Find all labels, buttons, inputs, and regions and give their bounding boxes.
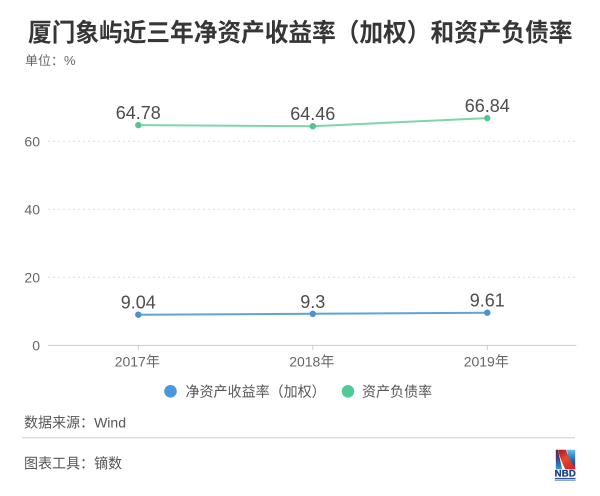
- svg-text:2018: 2018: [289, 354, 320, 370]
- svg-text:0: 0: [32, 338, 40, 354]
- svg-text:20: 20: [24, 270, 40, 286]
- svg-text:9.04: 9.04: [121, 293, 156, 313]
- svg-text:NBD: NBD: [555, 469, 576, 480]
- svg-text:40: 40: [24, 202, 40, 218]
- svg-text:2017: 2017: [115, 354, 146, 370]
- svg-text:64.78: 64.78: [116, 103, 161, 123]
- svg-text:Wind: Wind: [94, 415, 126, 431]
- svg-text:66.84: 66.84: [465, 96, 510, 116]
- svg-text:9.3: 9.3: [300, 292, 325, 312]
- svg-text:60: 60: [24, 134, 40, 150]
- svg-text:9.61: 9.61: [470, 291, 505, 311]
- svg-text:2019: 2019: [464, 354, 495, 370]
- svg-text:64.46: 64.46: [290, 104, 335, 124]
- svg-text:%: %: [64, 53, 76, 68]
